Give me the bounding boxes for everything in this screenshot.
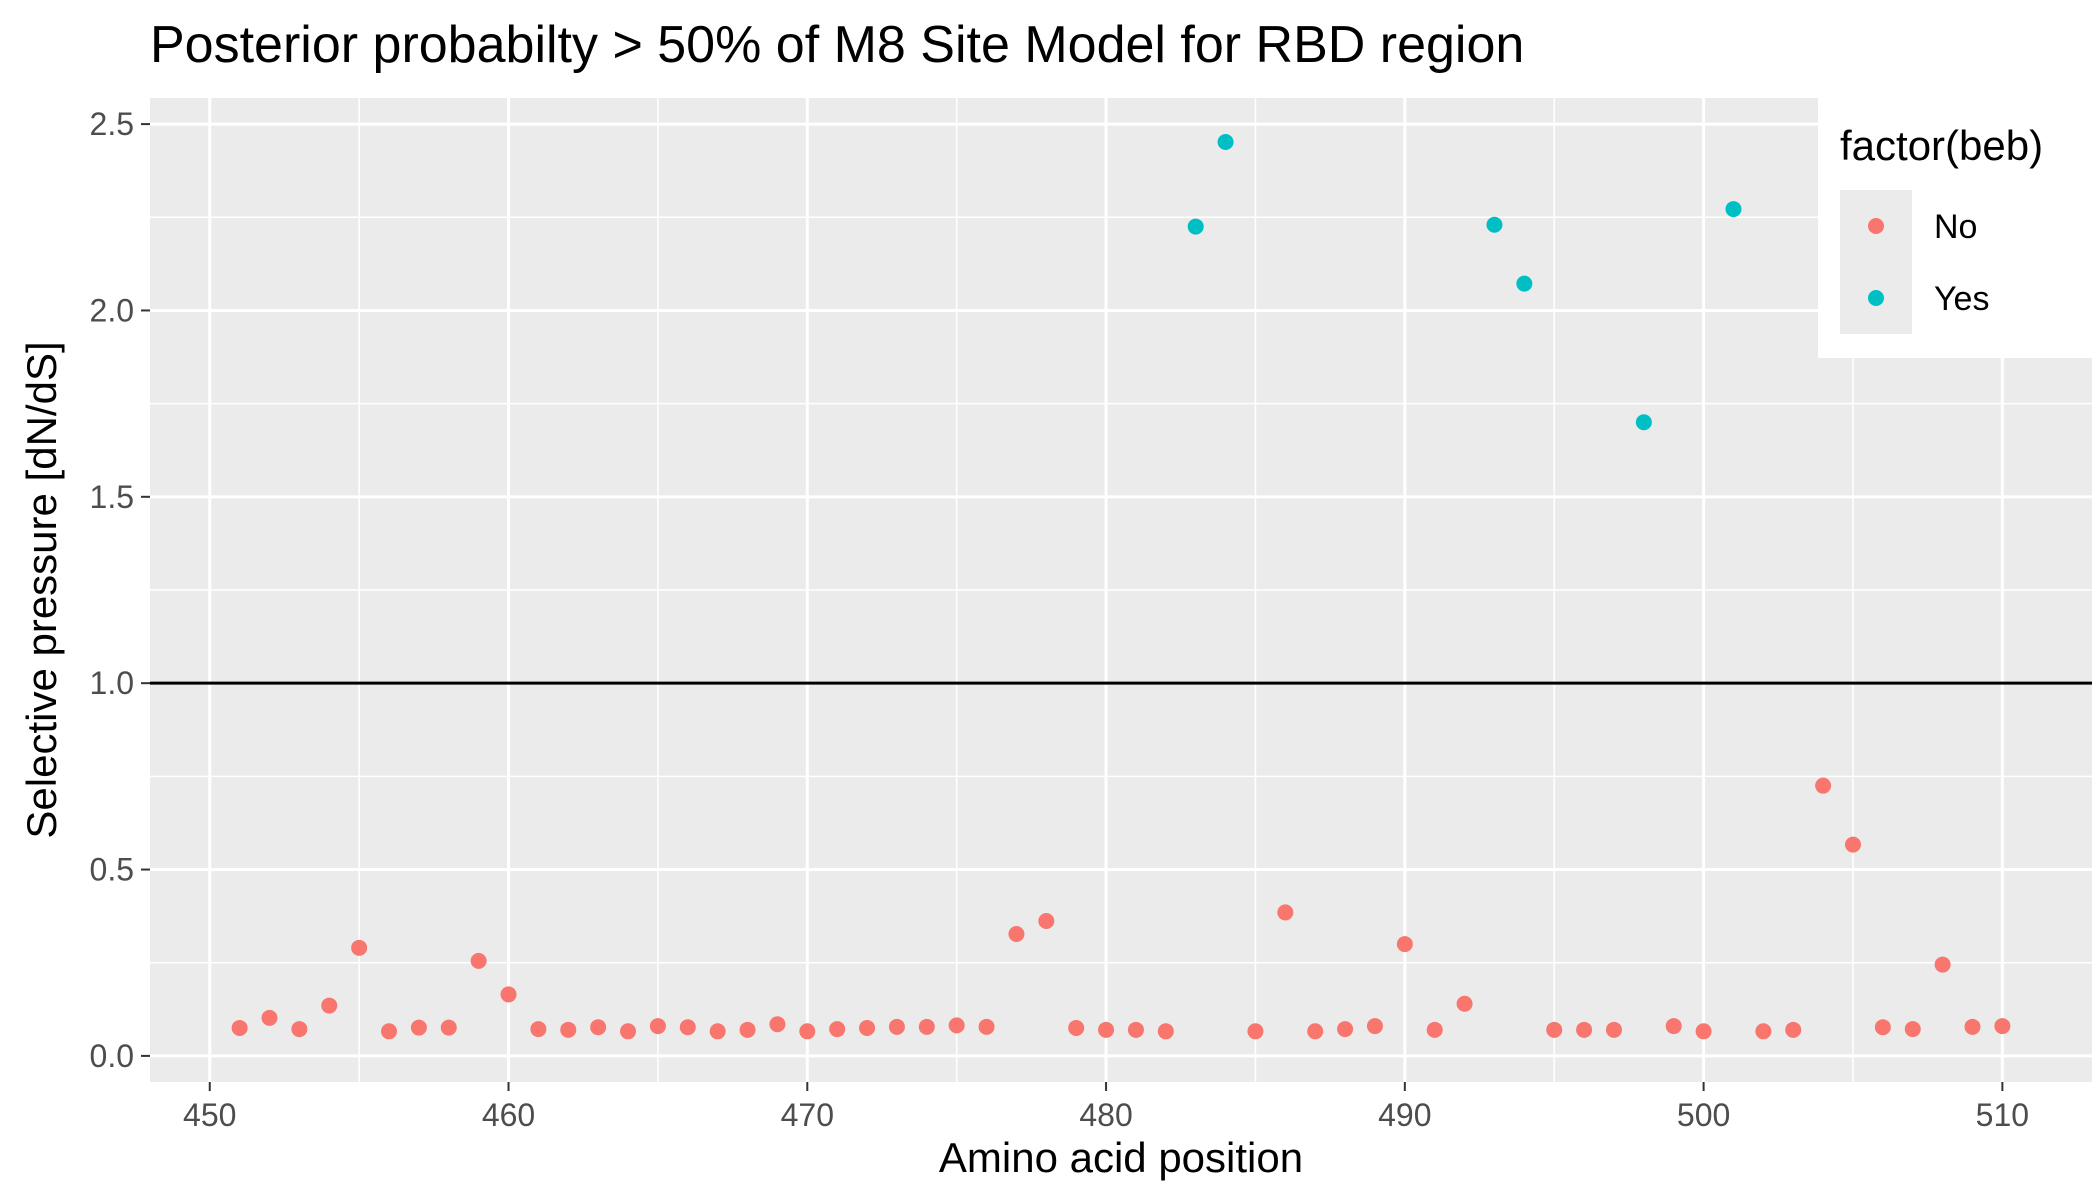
- data-point-no: [1994, 1018, 2011, 1035]
- legend-marker-yes: [1868, 290, 1884, 306]
- data-point-no: [1934, 956, 1951, 973]
- data-point-no: [440, 1019, 457, 1036]
- data-point-no: [1665, 1018, 1682, 1035]
- y-tick-label: 0.5: [90, 852, 134, 888]
- data-point-no: [1815, 777, 1832, 794]
- data-point-no: [231, 1019, 248, 1036]
- legend-marker-no: [1868, 218, 1884, 234]
- data-point-yes: [1217, 133, 1234, 150]
- data-point-no: [1844, 836, 1861, 853]
- x-tick-label: 460: [482, 1097, 535, 1133]
- data-point-no: [530, 1021, 547, 1038]
- x-axis-ticks: 450 460 470 480 490 500 510: [183, 1082, 2029, 1133]
- x-tick-label: 490: [1378, 1097, 1431, 1133]
- legend-label-yes: Yes: [1934, 280, 1989, 318]
- data-point-no: [560, 1021, 577, 1038]
- data-point-no: [351, 939, 368, 956]
- y-tick-label: 1.0: [90, 665, 134, 701]
- data-point-no: [709, 1023, 726, 1040]
- data-point-no: [948, 1017, 965, 1034]
- data-point-no: [1904, 1021, 1921, 1038]
- data-point-no: [1785, 1021, 1802, 1038]
- data-point-no: [1755, 1023, 1772, 1040]
- data-point-no: [1426, 1021, 1443, 1038]
- y-tick-label: 2.0: [90, 292, 134, 328]
- x-tick-label: 500: [1677, 1097, 1730, 1133]
- y-tick-label: 2.5: [90, 106, 134, 142]
- data-point-no: [1456, 995, 1473, 1012]
- data-point-no: [1964, 1018, 1981, 1035]
- data-point-no: [620, 1023, 637, 1040]
- data-point-no: [1277, 904, 1294, 921]
- data-point-no: [888, 1018, 905, 1035]
- data-point-no: [978, 1018, 995, 1035]
- data-point-no: [679, 1019, 696, 1036]
- y-axis-ticks: 0.0 0.5 1.0 1.5 2.0 2.5: [90, 106, 150, 1074]
- data-point-no: [1008, 926, 1025, 943]
- legend-title: factor(beb): [1840, 122, 2043, 169]
- y-tick-label: 0.0: [90, 1038, 134, 1074]
- data-point-no: [470, 952, 487, 969]
- data-point-no: [739, 1021, 756, 1038]
- data-point-no: [1396, 936, 1413, 953]
- data-point-no: [321, 997, 338, 1014]
- data-point-no: [1874, 1019, 1891, 1036]
- data-point-no: [291, 1021, 308, 1038]
- data-point-yes: [1516, 275, 1533, 292]
- data-point-no: [1068, 1019, 1085, 1036]
- data-point-no: [1157, 1023, 1174, 1040]
- data-point-no: [769, 1016, 786, 1033]
- x-tick-label: 470: [781, 1097, 834, 1133]
- data-point-no: [1605, 1021, 1622, 1038]
- data-point-no: [1038, 912, 1055, 929]
- grid-minor: [150, 98, 2092, 1082]
- x-tick-label: 450: [183, 1097, 236, 1133]
- data-point-no: [1247, 1023, 1264, 1040]
- data-point-no: [859, 1019, 876, 1036]
- x-tick-label: 510: [1976, 1097, 2029, 1133]
- data-point-yes: [1725, 201, 1742, 218]
- data-point-no: [1695, 1023, 1712, 1040]
- data-point-no: [1098, 1021, 1115, 1038]
- data-point-no: [918, 1018, 935, 1035]
- data-point-no: [590, 1019, 607, 1036]
- data-point-yes: [1486, 216, 1503, 233]
- data-point-no: [410, 1019, 427, 1036]
- data-point-yes: [1635, 414, 1652, 431]
- data-point-no: [1307, 1023, 1324, 1040]
- data-points: [231, 133, 2011, 1040]
- data-point-yes: [1187, 218, 1204, 235]
- legend-label-no: No: [1934, 208, 1977, 246]
- x-tick-label: 480: [1079, 1097, 1132, 1133]
- data-point-no: [1127, 1021, 1144, 1038]
- data-point-no: [1366, 1018, 1383, 1035]
- data-point-no: [1337, 1021, 1354, 1038]
- x-axis-title: Amino acid position: [939, 1134, 1303, 1181]
- data-point-no: [500, 986, 517, 1003]
- chart-title: Posterior probabilty > 50% of M8 Site Mo…: [150, 16, 1524, 74]
- data-point-no: [1576, 1021, 1593, 1038]
- y-tick-label: 1.5: [90, 479, 134, 515]
- data-point-no: [261, 1009, 278, 1026]
- data-point-no: [799, 1023, 816, 1040]
- data-point-no: [649, 1018, 666, 1035]
- data-point-no: [381, 1023, 398, 1040]
- y-axis-title: Selective pressure [dN/dS]: [18, 341, 65, 838]
- data-point-no: [1546, 1021, 1563, 1038]
- legend: factor(beb) No Yes: [1818, 98, 2092, 358]
- data-point-no: [829, 1021, 846, 1038]
